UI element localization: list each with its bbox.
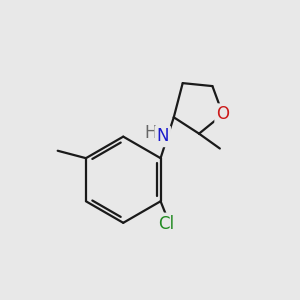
Text: Cl: Cl	[158, 214, 175, 232]
Text: N: N	[157, 127, 169, 145]
Text: O: O	[216, 105, 229, 123]
Text: H: H	[144, 124, 157, 142]
